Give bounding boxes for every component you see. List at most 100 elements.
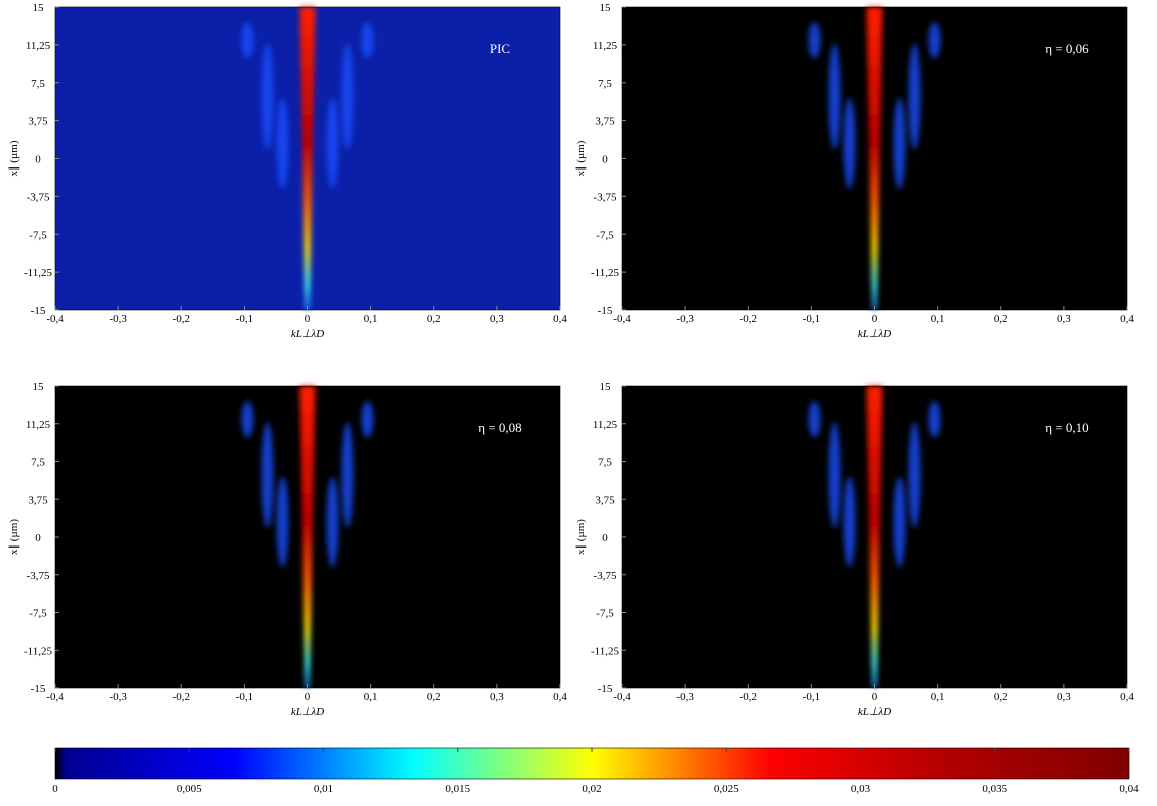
heat-blob — [326, 476, 339, 568]
colorbar-tick-label: 0,04 — [1119, 783, 1139, 795]
x-tick-label: -0,1 — [803, 691, 820, 703]
x-tick-label: 0,1 — [931, 313, 945, 325]
annotation: PIC — [490, 41, 510, 56]
heat-blob — [361, 22, 374, 59]
y-tick-label: 15 — [33, 2, 45, 14]
heat-blob — [843, 476, 856, 568]
x-tick-label: 0,3 — [1057, 691, 1071, 703]
y-tick-label: -7,5 — [29, 229, 47, 241]
y-axis-label: x∥ (µm) — [8, 140, 20, 176]
colorbar-tick-label: 0,01 — [314, 783, 333, 795]
x-axis-label: kL⊥λD — [858, 706, 891, 718]
y-tick-label: 3,75 — [28, 494, 48, 506]
x-tick-label: 0,3 — [1057, 313, 1071, 325]
y-tick-label: -15 — [598, 683, 613, 695]
heat-core — [866, 7, 883, 310]
y-tick-label: 7,5 — [31, 78, 45, 90]
y-tick-label: 11,25 — [593, 40, 618, 52]
heat-blob — [893, 476, 906, 568]
heat-plume — [808, 386, 941, 688]
heat-blob — [341, 422, 354, 528]
y-tick-label: -15 — [598, 305, 613, 317]
y-tick-label: 7,5 — [598, 457, 612, 469]
y-tick-label: -11,25 — [591, 645, 620, 657]
x-tick-label: -0,3 — [676, 313, 694, 325]
y-tick-label: 15 — [600, 2, 612, 14]
heat-core — [299, 7, 316, 310]
colorbar-tick-label: 0,035 — [982, 783, 1007, 795]
heat-blob — [908, 43, 921, 150]
y-tick-label: -7,5 — [596, 229, 614, 241]
colorbar-tick-label: 0,005 — [177, 783, 202, 795]
heat-plume — [241, 386, 374, 688]
y-tick-label: 0 — [602, 154, 608, 166]
x-axis-label: kL⊥λD — [858, 328, 891, 340]
heat-blob — [828, 43, 841, 150]
x-tick-label: 0,2 — [994, 691, 1008, 703]
y-tick-label: 3,75 — [595, 494, 615, 506]
x-tick-label: -0,4 — [613, 691, 631, 703]
colorbar-tick-label: 0,02 — [582, 783, 601, 795]
y-tick-label: -3,75 — [27, 191, 50, 203]
heat-blob — [326, 97, 339, 189]
y-tick-label: -11,25 — [24, 645, 53, 657]
y-tick-label: 0 — [602, 532, 608, 544]
y-tick-label: 3,75 — [595, 116, 615, 128]
colorbar-tick-label: 0,03 — [851, 783, 871, 795]
x-tick-label: -0,1 — [236, 691, 253, 703]
colorbar-tick-label: 0 — [52, 783, 58, 795]
annotation: η = 0,08 — [478, 420, 521, 435]
heat-blob — [808, 22, 821, 59]
heat-blob — [276, 476, 289, 568]
y-tick-label: 15 — [33, 381, 45, 393]
x-tick-label: -0,3 — [109, 313, 127, 325]
annotation: η = 0,06 — [1045, 41, 1089, 56]
heat-plume — [808, 7, 941, 310]
heat-blob — [361, 401, 374, 438]
y-tick-label: 11,25 — [26, 40, 51, 52]
y-tick-label: -7,5 — [29, 608, 47, 620]
x-tick-label: -0,4 — [46, 691, 64, 703]
y-tick-label: 0 — [35, 532, 41, 544]
x-tick-label: 0,3 — [490, 691, 504, 703]
y-tick-label: -15 — [31, 683, 46, 695]
x-tick-label: 0,2 — [994, 313, 1008, 325]
x-tick-label: 0,4 — [1120, 691, 1134, 703]
y-tick-label: -15 — [31, 305, 46, 317]
heat-blob — [261, 43, 274, 150]
x-tick-label: 0 — [872, 691, 878, 703]
y-axis-label: x∥ (µm) — [575, 519, 587, 555]
x-tick-label: 0,2 — [427, 313, 441, 325]
y-tick-label: -3,75 — [594, 570, 617, 582]
x-tick-label: -0,4 — [46, 313, 64, 325]
heat-core — [299, 386, 316, 688]
heat-blob — [808, 401, 821, 438]
annotation: η = 0,10 — [1045, 420, 1088, 435]
heat-blob — [928, 22, 941, 59]
x-axis-label: kL⊥λD — [291, 706, 324, 718]
x-tick-label: 0,3 — [490, 313, 504, 325]
y-tick-label: 7,5 — [31, 457, 45, 469]
y-tick-label: 0 — [35, 154, 41, 166]
x-tick-label: -0,1 — [803, 313, 820, 325]
heat-blob — [241, 22, 254, 59]
x-tick-label: -0,3 — [676, 691, 694, 703]
colorbar — [54, 747, 1130, 780]
x-tick-label: 0,4 — [553, 691, 567, 703]
heat-blob — [276, 97, 289, 189]
x-tick-label: 0,1 — [364, 691, 378, 703]
x-tick-label: -0,2 — [740, 691, 757, 703]
y-tick-label: -11,25 — [591, 267, 620, 279]
heat-blob — [908, 422, 921, 528]
x-tick-label: -0,4 — [613, 313, 631, 325]
x-tick-label: -0,2 — [173, 691, 190, 703]
y-tick-label: -3,75 — [27, 570, 50, 582]
x-axis-label: kL⊥λD — [291, 328, 324, 340]
x-tick-label: -0,1 — [236, 313, 253, 325]
y-tick-label: 15 — [600, 381, 612, 393]
heat-blob — [828, 422, 841, 528]
x-tick-label: 0,1 — [364, 313, 378, 325]
y-tick-label: -7,5 — [596, 608, 614, 620]
y-tick-label: 3,75 — [28, 116, 48, 128]
x-tick-label: -0,2 — [173, 313, 190, 325]
